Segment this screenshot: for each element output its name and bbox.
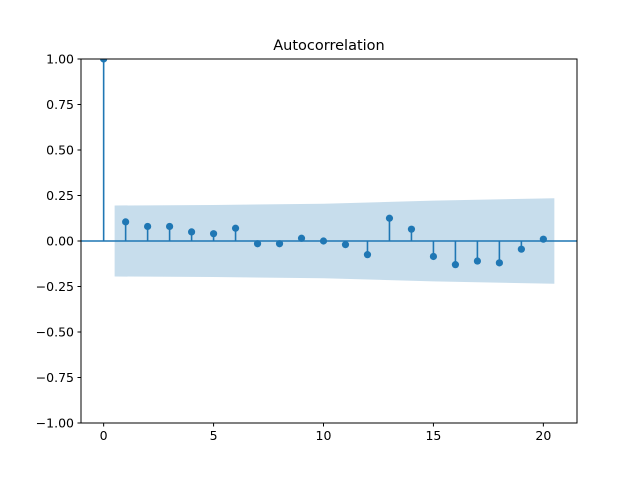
x-tick-label: 0 (100, 428, 108, 443)
y-tick-label: 1.00 (46, 51, 74, 66)
y-tick-label: −0.50 (36, 324, 74, 339)
stem-marker (319, 237, 328, 245)
stem-marker (363, 251, 372, 259)
x-tick-label: 10 (316, 428, 332, 443)
stem-marker (429, 252, 438, 261)
x-tick-labels: 0 5 10 15 20 (100, 428, 552, 443)
y-tick-label: 0.50 (46, 142, 74, 157)
stem-marker (407, 225, 416, 233)
stem-marker (341, 241, 350, 249)
y-tick-labels: 1.00 0.75 0.50 0.25 0.00 −0.25 −0.50 −0.75 −1.00 (36, 51, 74, 430)
x-tick-label: 5 (210, 428, 218, 443)
stem-marker (209, 230, 218, 238)
stem-marker (297, 234, 306, 242)
stem-marker (495, 259, 503, 267)
stem-marker (253, 240, 262, 248)
stem-marker (385, 214, 394, 222)
x-tick-label: 15 (425, 428, 441, 443)
stem-marker (122, 218, 130, 226)
stem-marker (451, 261, 460, 269)
stem-marker (473, 257, 482, 265)
x-tick-label: 20 (535, 428, 551, 443)
chart-title: Autocorrelation (273, 38, 384, 54)
y-tick-label: −0.75 (36, 370, 74, 385)
y-tick-label: 0.75 (46, 97, 74, 112)
stem-marker (517, 245, 525, 253)
stem-marker (166, 222, 174, 231)
y-tick-label: 0.00 (46, 233, 74, 248)
y-tick-label: 0.25 (46, 188, 74, 203)
stem-series (81, 59, 577, 269)
stem-marker (187, 228, 196, 236)
y-tick-label: −0.25 (36, 279, 74, 294)
axis-ticks (77, 58, 544, 427)
y-tick-label: −1.00 (36, 415, 74, 430)
stem-marker (275, 240, 284, 248)
stem-marker (539, 235, 547, 243)
stem-marker (231, 224, 240, 232)
stem-marker (100, 59, 108, 63)
stem-marker (144, 222, 152, 231)
